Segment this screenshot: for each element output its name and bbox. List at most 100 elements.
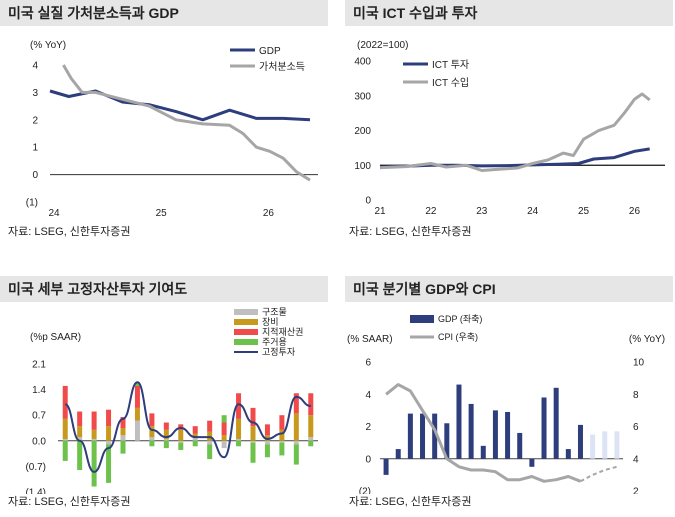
x-tick-label: 24 (527, 206, 539, 217)
y-tick-label: (0.7) (25, 462, 46, 473)
bar-segment (250, 407, 256, 427)
bar-segment (236, 393, 242, 419)
chart-title: 미국 ICT 수입과 투자 (345, 0, 673, 26)
bar-segment (106, 440, 112, 445)
bar-segment (264, 444, 270, 458)
bar-segment (120, 417, 126, 428)
bar-segment (221, 435, 227, 441)
y-tick-label: (2) (359, 487, 371, 495)
chart-title: 미국 실질 가처분소득과 GDP (0, 0, 328, 26)
legend-swatch (410, 315, 434, 323)
y-tick-label: (1) (26, 198, 38, 209)
y-axis-label-right: (% YoY) (629, 334, 665, 345)
y-tick-label: 6 (365, 358, 371, 369)
bar-segment (163, 429, 169, 439)
bar-segment (134, 407, 140, 421)
y-tick-label: 100 (354, 161, 371, 172)
bar-segment (62, 418, 68, 439)
y-tick-label: 10 (633, 358, 645, 369)
y-axis-label: (% YoY) (30, 40, 66, 51)
y-tick-label: (1.4) (25, 488, 46, 495)
bar-segment (207, 440, 213, 445)
x-tick-label: 22 (425, 206, 437, 217)
x-tick-label: 26 (629, 206, 641, 217)
bar-segment (149, 426, 155, 438)
gdp-bar (407, 413, 413, 459)
bar-segment (308, 415, 314, 438)
bar-segment (236, 440, 242, 447)
legend-swatch (234, 329, 258, 335)
bar-segment (77, 440, 83, 471)
source-note: 자료: LSEG, 신한투자증권 (349, 496, 472, 508)
bar-line-chart-gdp-cpi: (% SAAR)(% YoY)(2)02462468102223242526GD… (347, 314, 665, 495)
bar-segment (178, 429, 184, 441)
bar-segment (221, 422, 227, 436)
gdp-bar (505, 411, 511, 459)
bar-segment (77, 437, 83, 441)
bar-segment (264, 424, 270, 436)
x-tick-label: 26 (263, 208, 275, 219)
panel-quarterly-gdp-cpi: 미국 분기별 GDP와 CPI (% SAAR) (% YoY) (2) 0 2 4 6 2 4… (345, 276, 675, 517)
gdp-bar (492, 410, 498, 459)
gdp-bar (456, 384, 462, 459)
gdp-bar (444, 423, 450, 459)
bar-segment (106, 426, 112, 441)
bar-segment (62, 440, 68, 461)
legend-label: 주거용 (262, 337, 287, 347)
bar-segment (308, 393, 314, 416)
chart-title: 미국 세부 고정자산투자 기여도 (0, 276, 328, 302)
y-tick-label: 4 (633, 454, 639, 465)
bar-segment (192, 437, 198, 441)
bar-segment (106, 444, 112, 483)
legend-label: 지적재산권 (262, 326, 303, 337)
legend-label: CPI (우축) (438, 332, 478, 342)
bar-segment (236, 438, 242, 441)
source-note: 자료: LSEG, 신한투자증권 (349, 226, 472, 238)
gdp-bar (432, 413, 438, 459)
x-tick-label: 24 (48, 208, 60, 219)
y-axis-label: (%p SAAR) (30, 332, 81, 343)
y-tick-label: 200 (354, 126, 371, 137)
bar-segment (120, 440, 126, 454)
bar-segment (106, 409, 112, 427)
gdp-bar (614, 431, 620, 459)
legend-swatch (234, 309, 258, 315)
legend-label: 장비 (262, 317, 279, 327)
y-tick-label: 0 (32, 170, 38, 181)
legend-label: 고정투자 (262, 347, 296, 357)
bar-segment (178, 440, 184, 443)
gdp-bar (420, 413, 426, 459)
source-note: 자료: LSEG, 신한투자증권 (8, 496, 131, 508)
gdp-bar (529, 458, 535, 467)
y-axis-label-left: (% SAAR) (347, 334, 393, 345)
bar-segment (207, 444, 213, 460)
panel-disposable-income-gdp: 미국 실질 가처분소득과 GDP (% YoY) (1) 0 1 2 3 4 24 25 26 GD… (0, 0, 330, 245)
y-tick-label: 400 (354, 57, 371, 68)
gdp-bar (577, 424, 583, 459)
bar-segment (250, 426, 256, 441)
bar-segment (264, 440, 270, 445)
gdp-bar (602, 431, 608, 459)
bar-segment (91, 438, 97, 441)
y-tick-label: 0 (365, 196, 371, 207)
bar-segment (91, 411, 97, 430)
bar-segment (221, 415, 227, 423)
bar-segment (62, 385, 68, 419)
bar-segment (192, 426, 198, 434)
y-tick-label: 8 (633, 390, 639, 401)
bar-segment (308, 440, 314, 447)
y-tick-label: 2 (32, 115, 38, 126)
gdp-bar (383, 458, 389, 475)
bar-segment (134, 382, 140, 386)
bar-segment (77, 411, 83, 427)
legend-label: ICT 투자 (432, 59, 469, 71)
bar-segment (91, 429, 97, 439)
bar-segment (207, 420, 213, 432)
y-tick-label: 2.1 (32, 360, 46, 371)
legend-label: 가처분소득 (259, 61, 305, 73)
series-line-gdp (49, 89, 311, 122)
series-line-disposable-income (62, 64, 311, 182)
bar-segment (77, 426, 83, 438)
y-tick-label: 1.4 (32, 385, 46, 396)
y-tick-label: 3 (32, 88, 38, 99)
